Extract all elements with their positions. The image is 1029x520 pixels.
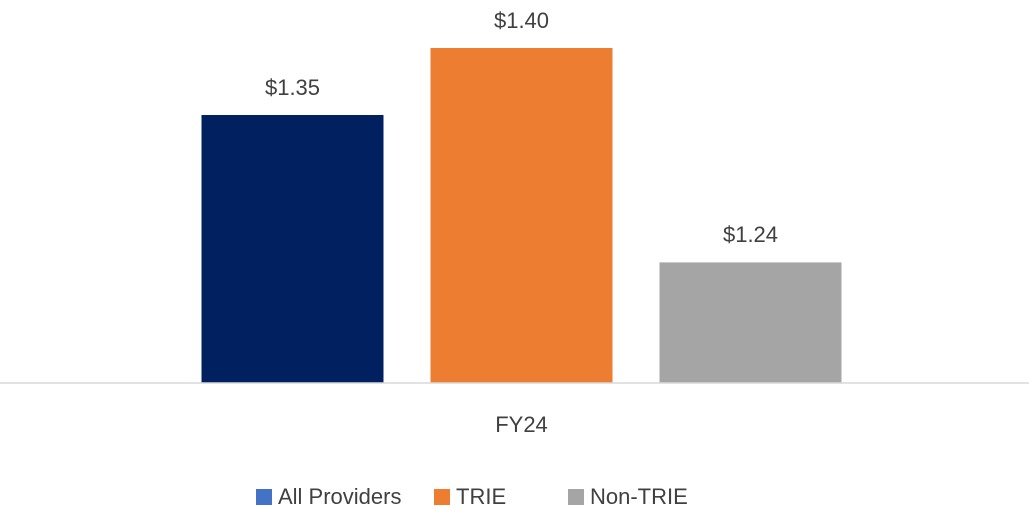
legend-label: TRIE [456, 484, 506, 509]
bar [201, 115, 384, 383]
legend-label: All Providers [278, 484, 401, 509]
x-tick-label: FY24 [495, 412, 548, 437]
legend-swatch [256, 489, 272, 505]
data-label: $1.35 [265, 75, 320, 100]
bar [659, 262, 842, 383]
legend-swatch [434, 489, 450, 505]
legend-label: Non-TRIE [590, 484, 688, 509]
legend-swatch [568, 489, 584, 505]
data-label: $1.40 [494, 8, 549, 33]
bar [430, 48, 613, 383]
data-label: $1.24 [723, 222, 778, 247]
